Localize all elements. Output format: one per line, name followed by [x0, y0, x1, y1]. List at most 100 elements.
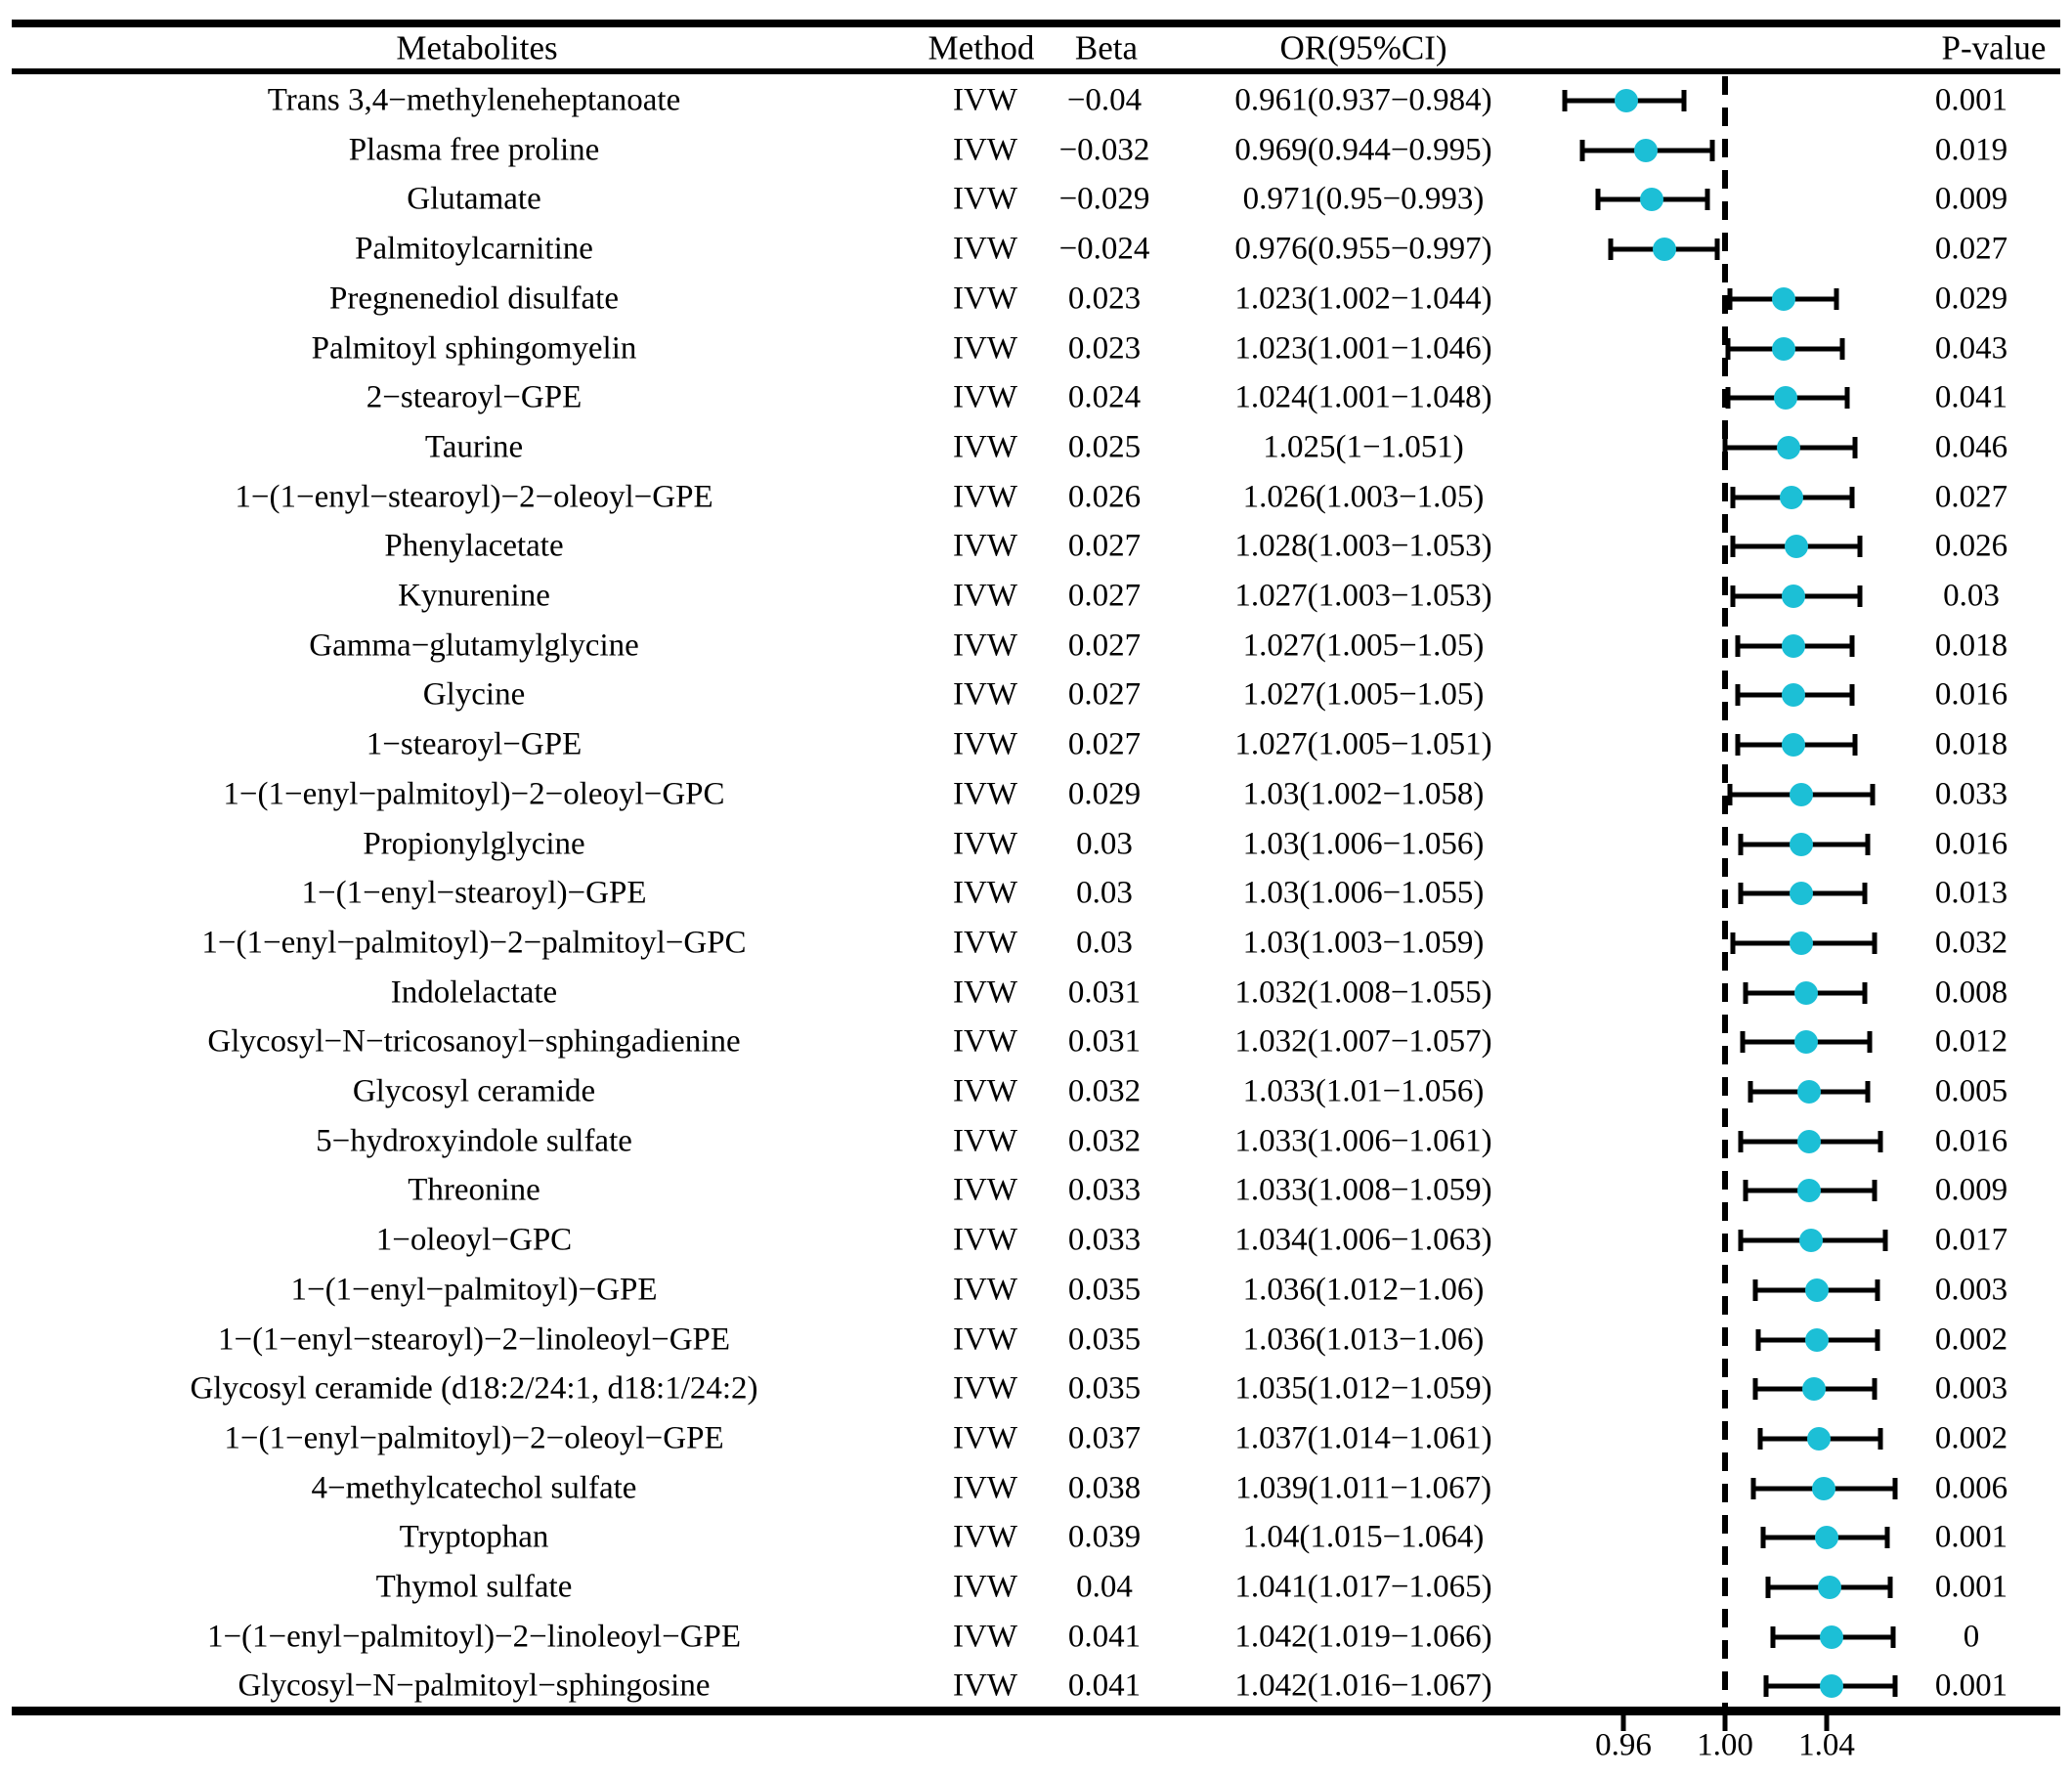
or-ci-cell: 1.03(1.002−1.058) — [1242, 776, 1485, 812]
ci-cap-left — [1730, 931, 1736, 954]
beta-cell: 0.023 — [1067, 281, 1142, 317]
p-value-cell: 0.027 — [1934, 479, 2008, 515]
beta-cell: 0.03 — [1076, 826, 1133, 861]
axis-tick — [1722, 1715, 1728, 1731]
beta-cell: 0.035 — [1067, 1321, 1142, 1357]
ci-cap-right — [1867, 1031, 1873, 1054]
p-value-cell: 0.002 — [1934, 1420, 2008, 1456]
p-value-cell: 0.019 — [1934, 132, 2008, 168]
method-cell: IVW — [953, 578, 1017, 614]
or-point — [1812, 1476, 1836, 1500]
metabolite-cell: Kynurenine — [398, 578, 550, 614]
or-point — [1790, 931, 1813, 955]
beta-cell: 0.027 — [1067, 528, 1142, 564]
or-point — [1784, 535, 1808, 559]
ci-cap-right — [1852, 734, 1858, 757]
ci-cap-left — [1579, 139, 1585, 161]
method-cell: IVW — [953, 1370, 1017, 1407]
ci-cap-left — [1752, 1378, 1758, 1401]
or-ci-cell: 1.032(1.007−1.057) — [1234, 1023, 1492, 1060]
method-cell: IVW — [953, 776, 1017, 812]
ci-cap-right — [1875, 1278, 1880, 1301]
metabolite-cell: Indolelactate — [390, 975, 558, 1011]
axis-tick — [1824, 1715, 1830, 1731]
ci-cap-right — [1849, 634, 1855, 657]
method-cell: IVW — [953, 330, 1017, 366]
or-point — [1794, 980, 1819, 1005]
metabolite-cell: Glutamate — [407, 181, 541, 217]
ci-cap-right — [1865, 833, 1871, 855]
or-point — [1817, 1576, 1841, 1599]
metabolite-cell: 1−(1−enyl−palmitoyl)−2−linoleoyl−GPE — [206, 1619, 742, 1655]
beta-cell: 0.026 — [1067, 479, 1142, 515]
or-ci-cell: 1.04(1.015−1.064) — [1242, 1519, 1485, 1555]
method-cell: IVW — [953, 1420, 1017, 1456]
beta-cell: 0.03 — [1076, 875, 1133, 911]
method-cell: IVW — [953, 1619, 1017, 1655]
or-ci-cell: 1.033(1.006−1.061) — [1234, 1123, 1492, 1159]
method-cell: IVW — [953, 528, 1017, 564]
method-cell: IVW — [953, 975, 1017, 1011]
bottom-border-line — [12, 1707, 2060, 1715]
beta-cell: 0.027 — [1067, 676, 1142, 713]
method-cell: IVW — [953, 875, 1017, 911]
or-ci-cell: 1.023(1.002−1.044) — [1234, 281, 1492, 317]
or-ci-cell: 1.034(1.006−1.063) — [1234, 1222, 1492, 1258]
or-point — [1782, 633, 1806, 658]
or-point — [1796, 1129, 1821, 1153]
p-value-cell: 0.013 — [1934, 875, 2008, 911]
or-ci-cell: 0.971(0.95−0.993) — [1242, 181, 1485, 217]
ci-cap-left — [1562, 90, 1568, 111]
or-point — [1802, 1377, 1826, 1402]
method-cell: IVW — [953, 1272, 1017, 1308]
p-value-cell: 0.008 — [1934, 975, 2008, 1011]
method-cell: IVW — [953, 925, 1017, 961]
p-value-cell: 0.003 — [1934, 1370, 2008, 1407]
or-point — [1614, 89, 1638, 112]
p-value-cell: 0.005 — [1934, 1073, 2008, 1109]
beta-cell: −0.029 — [1058, 181, 1150, 217]
top-border-line — [12, 20, 2060, 27]
or-point — [1790, 782, 1813, 806]
column-header-method: Method — [928, 28, 1035, 67]
ci-cap-right — [1887, 1577, 1893, 1598]
or-point — [1815, 1526, 1838, 1550]
beta-cell: 0.032 — [1067, 1073, 1142, 1109]
beta-cell: 0.041 — [1067, 1668, 1142, 1704]
or-ci-cell: 0.969(0.944−0.995) — [1234, 132, 1492, 168]
or-point — [1796, 1179, 1821, 1203]
method-cell: IVW — [953, 429, 1017, 465]
p-value-cell: 0.012 — [1934, 1023, 2008, 1060]
or-ci-cell: 1.041(1.017−1.065) — [1234, 1569, 1492, 1605]
or-ci-cell: 1.039(1.011−1.067) — [1234, 1470, 1492, 1506]
ci-cap-left — [1770, 1625, 1776, 1648]
ci-cap-right — [1834, 287, 1839, 310]
p-value-cell: 0.003 — [1934, 1272, 2008, 1308]
ci-cap-right — [1872, 1180, 1878, 1202]
metabolite-cell: Glycosyl−N−palmitoyl−sphingosine — [237, 1668, 711, 1704]
ci-cap-left — [1722, 436, 1728, 458]
ci-cap-right — [1849, 486, 1855, 508]
or-point — [1782, 585, 1806, 608]
axis-tick — [1620, 1715, 1626, 1731]
ci-cap-right — [1852, 436, 1858, 458]
or-ci-cell: 1.027(1.005−1.05) — [1242, 628, 1485, 664]
ci-cap-left — [1760, 1527, 1766, 1549]
beta-cell: 0.033 — [1067, 1222, 1142, 1258]
method-cell: IVW — [953, 82, 1017, 118]
ci-cap-left — [1763, 1675, 1769, 1698]
or-point — [1820, 1624, 1844, 1649]
metabolite-cell: Glycosyl−N−tricosanoyl−sphingadienine — [207, 1023, 741, 1060]
or-ci-cell: 1.032(1.008−1.055) — [1234, 975, 1492, 1011]
or-ci-cell: 1.035(1.012−1.059) — [1234, 1370, 1492, 1407]
beta-cell: 0.024 — [1067, 379, 1142, 415]
beta-cell: 0.027 — [1067, 726, 1142, 762]
beta-cell: 0.035 — [1067, 1272, 1142, 1308]
metabolite-cell: 4−methylcatechol sulfate — [311, 1470, 637, 1506]
p-value-cell: 0.033 — [1934, 776, 2008, 812]
column-header-or-ci: OR(95%CI) — [1279, 28, 1447, 67]
metabolite-cell: 1−(1−enyl−stearoyl)−2−oleoyl−GPE — [235, 479, 713, 515]
p-value-cell: 0.018 — [1934, 726, 2008, 762]
or-point — [1779, 485, 1803, 509]
